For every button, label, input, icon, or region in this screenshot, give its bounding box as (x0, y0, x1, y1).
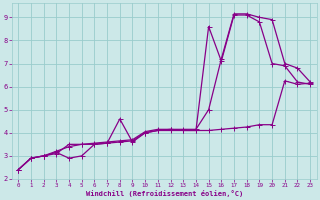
X-axis label: Windchill (Refroidissement éolien,°C): Windchill (Refroidissement éolien,°C) (85, 190, 243, 197)
